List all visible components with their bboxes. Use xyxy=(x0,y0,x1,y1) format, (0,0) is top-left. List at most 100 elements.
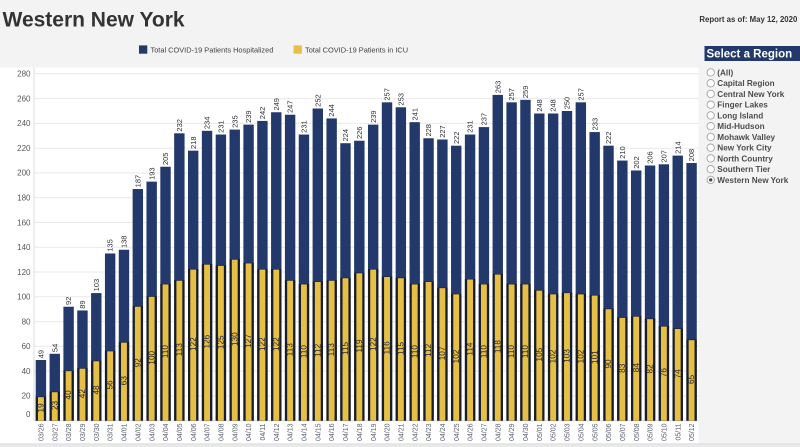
svg-text:19: 19 xyxy=(37,403,46,413)
svg-text:226: 226 xyxy=(355,127,364,140)
svg-text:05/07: 05/07 xyxy=(620,423,627,441)
svg-text:Report as of: May 12, 2020: Report as of: May 12, 2020 xyxy=(699,15,798,24)
svg-text:222: 222 xyxy=(452,131,461,144)
svg-text:127: 127 xyxy=(244,334,253,348)
svg-text:233: 233 xyxy=(590,118,599,131)
svg-text:04/14: 04/14 xyxy=(302,423,309,441)
svg-text:140: 140 xyxy=(17,243,31,252)
svg-text:112: 112 xyxy=(424,343,433,356)
svg-text:280: 280 xyxy=(17,70,31,79)
svg-text:04/30: 04/30 xyxy=(523,423,530,441)
svg-text:125: 125 xyxy=(216,335,225,349)
svg-text:05/03: 05/03 xyxy=(565,423,572,441)
svg-text:92: 92 xyxy=(133,358,142,368)
svg-text:231: 231 xyxy=(466,120,475,133)
svg-text:04/19: 04/19 xyxy=(371,423,378,441)
svg-text:(All): (All) xyxy=(717,68,733,77)
svg-text:04/16: 04/16 xyxy=(329,423,336,441)
svg-text:241: 241 xyxy=(410,108,419,121)
svg-text:03/26: 03/26 xyxy=(39,423,46,441)
svg-text:04/12: 04/12 xyxy=(274,423,281,441)
svg-text:48: 48 xyxy=(92,385,101,395)
svg-text:04/07: 04/07 xyxy=(205,423,212,441)
svg-text:05/09: 05/09 xyxy=(648,423,655,441)
svg-text:04/10: 04/10 xyxy=(246,423,253,441)
svg-text:Mid-Hudson: Mid-Hudson xyxy=(717,122,764,131)
svg-text:187: 187 xyxy=(133,175,142,188)
svg-text:89: 89 xyxy=(78,300,87,308)
svg-text:257: 257 xyxy=(383,88,392,101)
svg-text:110: 110 xyxy=(521,345,530,358)
svg-text:110: 110 xyxy=(161,345,170,358)
svg-text:60: 60 xyxy=(22,342,31,351)
svg-text:218: 218 xyxy=(189,136,198,149)
svg-text:05/01: 05/01 xyxy=(537,423,544,441)
svg-text:05/12: 05/12 xyxy=(689,423,696,441)
svg-text:207: 207 xyxy=(659,150,668,163)
svg-text:04/05: 04/05 xyxy=(177,423,184,441)
svg-text:110: 110 xyxy=(300,345,309,358)
svg-text:56: 56 xyxy=(106,380,115,390)
svg-text:244: 244 xyxy=(327,104,336,117)
svg-text:100: 100 xyxy=(17,293,31,302)
svg-text:04/13: 04/13 xyxy=(288,423,295,441)
svg-text:05/02: 05/02 xyxy=(551,423,558,441)
svg-text:04/04: 04/04 xyxy=(163,423,170,441)
svg-text:04/17: 04/17 xyxy=(343,423,350,441)
svg-text:113: 113 xyxy=(286,343,295,356)
svg-text:04/23: 04/23 xyxy=(426,423,433,441)
svg-text:102: 102 xyxy=(452,349,461,363)
svg-text:110: 110 xyxy=(507,345,516,358)
svg-text:04/06: 04/06 xyxy=(191,423,198,441)
svg-text:04/09: 04/09 xyxy=(232,423,239,441)
svg-text:04/03: 04/03 xyxy=(149,423,156,441)
svg-text:04/29: 04/29 xyxy=(509,423,516,441)
svg-text:92: 92 xyxy=(64,297,73,305)
svg-text:76: 76 xyxy=(659,368,668,378)
svg-text:40: 40 xyxy=(64,390,73,400)
svg-text:242: 242 xyxy=(258,107,267,120)
svg-text:122: 122 xyxy=(369,337,378,351)
svg-text:65: 65 xyxy=(687,374,696,384)
svg-text:54: 54 xyxy=(50,344,59,352)
svg-text:252: 252 xyxy=(313,94,322,107)
svg-text:63: 63 xyxy=(120,376,129,386)
svg-text:0: 0 xyxy=(26,410,31,419)
svg-text:04/26: 04/26 xyxy=(468,423,475,441)
svg-text:257: 257 xyxy=(576,88,585,101)
svg-text:224: 224 xyxy=(341,129,350,142)
svg-text:05/08: 05/08 xyxy=(634,423,641,441)
svg-text:Select a Region: Select a Region xyxy=(707,49,793,61)
svg-text:04/15: 04/15 xyxy=(315,423,322,441)
svg-text:05/10: 05/10 xyxy=(661,423,668,441)
svg-text:253: 253 xyxy=(396,93,405,106)
svg-text:04/21: 04/21 xyxy=(398,423,405,441)
svg-text:Total COVID-19 Patients in ICU: Total COVID-19 Patients in ICU xyxy=(305,46,408,55)
svg-text:120: 120 xyxy=(17,268,31,277)
svg-text:231: 231 xyxy=(216,120,225,133)
svg-text:160: 160 xyxy=(17,218,31,227)
svg-text:82: 82 xyxy=(646,364,655,374)
svg-text:115: 115 xyxy=(341,342,350,355)
svg-text:227: 227 xyxy=(438,125,447,138)
svg-text:122: 122 xyxy=(258,337,267,351)
svg-text:100: 100 xyxy=(147,350,156,364)
svg-text:Capital Region: Capital Region xyxy=(717,79,774,88)
svg-text:Western New York: Western New York xyxy=(3,9,185,32)
svg-text:102: 102 xyxy=(576,349,585,363)
svg-text:90: 90 xyxy=(604,359,613,369)
svg-text:135: 135 xyxy=(106,239,115,252)
svg-text:214: 214 xyxy=(673,141,682,154)
svg-text:237: 237 xyxy=(480,113,489,126)
svg-text:05/06: 05/06 xyxy=(606,423,613,441)
svg-text:05/11: 05/11 xyxy=(675,423,682,440)
svg-text:107: 107 xyxy=(438,346,447,360)
svg-text:205: 205 xyxy=(161,153,170,166)
svg-text:202: 202 xyxy=(632,156,641,169)
svg-text:Total COVID-19 Patients Hospit: Total COVID-19 Patients Hospitalized xyxy=(151,46,274,55)
svg-text:04/01: 04/01 xyxy=(122,423,129,441)
svg-text:210: 210 xyxy=(618,146,627,159)
svg-text:248: 248 xyxy=(535,99,544,112)
svg-text:49: 49 xyxy=(37,350,46,358)
svg-text:180: 180 xyxy=(17,194,31,203)
